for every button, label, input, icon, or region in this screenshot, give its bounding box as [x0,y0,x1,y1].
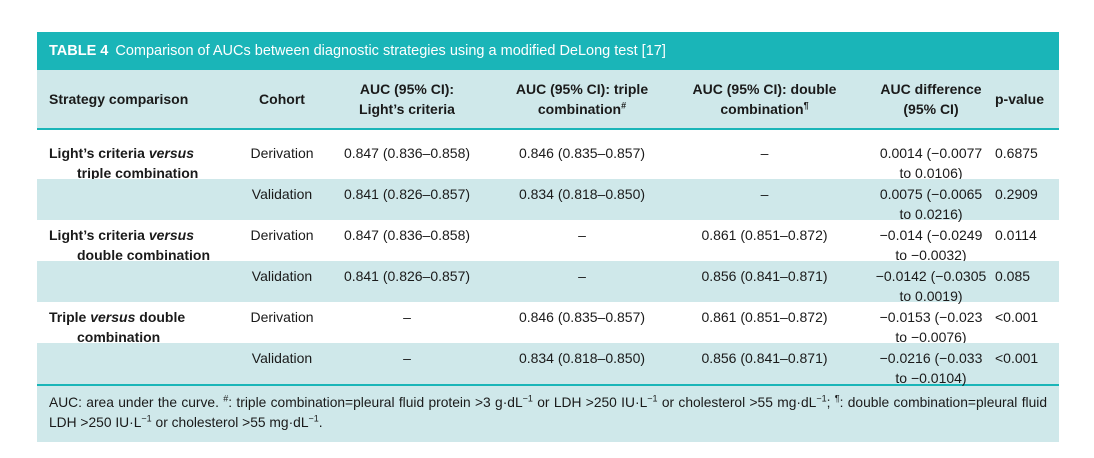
strategy-cell: Triple versus double combination [49,309,186,345]
header-auc-triple: AUC (95% CI): triple combination# [515,81,649,117]
strategy-cell: Light’s criteria versus triple combinati… [49,145,199,181]
table-row: Triple versus double combination Derivat… [37,302,1059,345]
auc-difference-cell: 0.0075 (−0.0065 to 0.0216) [879,186,983,222]
auc-triple-cell: 0.834 (0.818–0.850) [518,186,646,202]
p-value-cell: 0.2909 [995,186,1038,202]
auc-double-cell: 0.861 (0.851–0.872) [701,227,828,243]
auc-light-cell: 0.841 (0.826–0.857) [343,268,471,284]
p-value-cell: 0.6875 [995,145,1038,161]
header-rule [37,128,1059,130]
p-value-cell: 0.085 [995,268,1031,284]
header-cohort: Cohort [259,91,305,107]
auc-triple-cell: – [578,227,586,243]
auc-double-cell: 0.856 (0.841–0.871) [701,268,828,284]
auc-double-cell: 0.856 (0.841–0.871) [701,350,828,366]
header-p-value: p-value [995,91,1045,107]
header-auc-double: AUC (95% CI): double combination¶ [692,81,837,117]
table-4: TABLE 4 Comparison of AUCs between diagn… [37,32,1059,442]
header-auc-light: AUC (95% CI): Light’s criteria [359,81,455,117]
auc-triple-cell: 0.846 (0.835–0.857) [518,309,646,325]
strategy-cell: Light’s criteria versus double combinati… [49,227,210,263]
table-title: Comparison of AUCs between diagnostic st… [115,43,666,59]
cohort-cell: Derivation [250,309,314,325]
table-footnote: AUC: area under the curve. #: triple com… [37,384,1059,442]
cohort-cell: Derivation [250,145,314,161]
auc-triple-cell: 0.834 (0.818–0.850) [518,350,646,366]
table-row: Light’s criteria versus double combinati… [37,220,1059,263]
table-title-bar: TABLE 4 Comparison of AUCs between diagn… [37,32,1059,70]
auc-light-cell: – [403,350,411,366]
auc-triple-cell: 0.846 (0.835–0.857) [518,145,646,161]
auc-triple-cell: – [578,268,586,284]
auc-double-cell: – [760,186,769,202]
table-header-row: Strategy comparison Cohort AUC (95% CI):… [37,70,1059,128]
cohort-cell: Validation [251,350,313,366]
auc-difference-cell: −0.0216 (−0.033 to −0.0104) [879,350,983,386]
auc-difference-cell: −0.014 (−0.0249 to −0.0032) [879,227,983,263]
auc-light-cell: 0.847 (0.836–0.858) [343,227,471,243]
auc-light-cell: 0.841 (0.826–0.857) [343,186,471,202]
auc-difference-cell: 0.0014 (−0.0077 to 0.0106) [879,145,983,181]
table-row: Light’s criteria versus triple combinati… [37,138,1059,181]
p-value-cell: <0.001 [995,309,1039,325]
header-auc-difference: AUC difference (95% CI) [880,81,982,117]
table-label: TABLE 4 [49,43,109,59]
table-row: Validation 0.841 (0.826–0.857) – 0.856 (… [37,261,1059,304]
auc-light-cell: 0.847 (0.836–0.858) [343,145,471,161]
cohort-cell: Derivation [250,227,314,243]
cohort-cell: Validation [251,186,313,202]
auc-difference-cell: −0.0142 (−0.0305 to 0.0019) [875,268,987,304]
header-strategy: Strategy comparison [49,91,189,107]
table-row: Validation 0.841 (0.826–0.857) 0.834 (0.… [37,179,1059,222]
auc-difference-cell: −0.0153 (−0.023 to −0.0076) [879,309,983,345]
auc-light-cell: – [403,309,411,325]
cohort-cell: Validation [251,268,313,284]
p-value-cell: <0.001 [995,350,1039,366]
auc-double-cell: 0.861 (0.851–0.872) [701,309,828,325]
table-row: Validation – 0.834 (0.818–0.850) 0.856 (… [37,343,1059,386]
p-value-cell: 0.0114 [995,227,1037,243]
auc-double-cell: – [760,145,769,161]
